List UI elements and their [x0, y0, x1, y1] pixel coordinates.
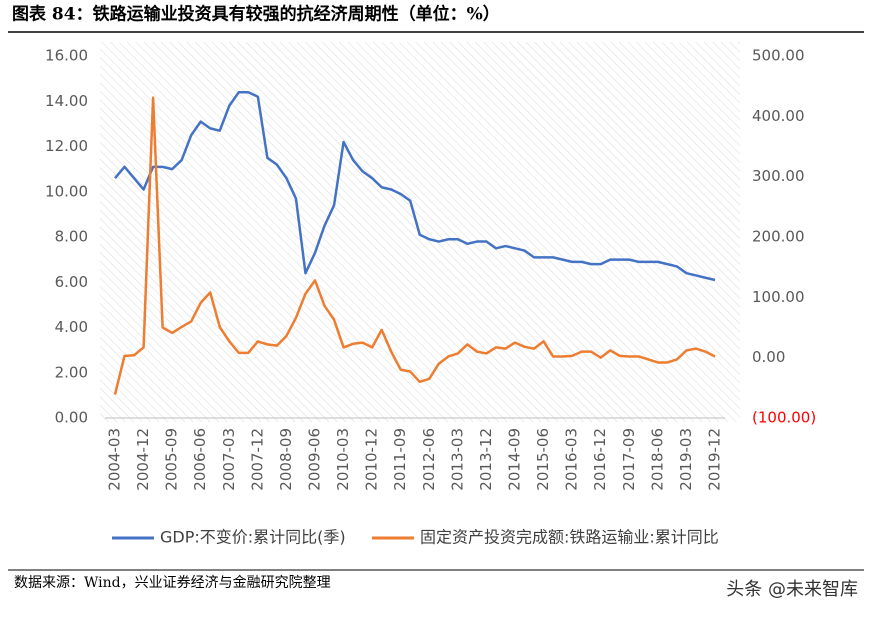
y-tick-label: 6.00 — [55, 273, 88, 291]
x-tick-label: 2019-03 — [677, 428, 695, 491]
y2-tick-label: 200.00 — [752, 228, 805, 246]
x-tick-label: 2007-03 — [220, 428, 238, 491]
x-tick-label: 2007-12 — [248, 428, 266, 491]
x-tick-label: 2016-12 — [591, 428, 609, 491]
x-tick-label: 2006-06 — [191, 428, 209, 491]
y-tick-label: 16.00 — [45, 47, 88, 65]
x-tick-label: 2010-12 — [363, 428, 381, 491]
chart-title: 图表 84：铁路运输业投资具有较强的抗经济周期性（单位：%） — [12, 4, 500, 25]
legend-label: 固定资产投资完成额:铁路运输业:累计同比 — [420, 528, 719, 547]
y2-tick-label: (100.00) — [752, 409, 816, 427]
x-tick-label: 2008-09 — [277, 428, 295, 491]
x-tick-label: 2004-12 — [134, 428, 152, 491]
x-tick-label: 2009-06 — [306, 428, 324, 491]
series-line — [114, 90, 716, 282]
y2-tick-label: 500.00 — [752, 47, 805, 65]
y-tick-label: 2.00 — [55, 363, 88, 381]
y-tick-label: 4.00 — [55, 318, 88, 336]
x-tick-label: 2005-09 — [163, 428, 181, 491]
x-tick-label: 2019-12 — [706, 428, 724, 491]
y2-tick-label: 100.00 — [752, 288, 805, 306]
y-tick-label: 12.00 — [45, 137, 88, 155]
series-line — [113, 96, 716, 395]
x-tick-label: 2010-03 — [334, 428, 352, 491]
y2-tick-label: 300.00 — [752, 167, 805, 185]
source: 数据来源：Wind，兴业证券经济与金融研究院整理 — [14, 575, 331, 591]
y-tick-label: 0.00 — [55, 409, 88, 427]
x-tick-label: 2013-03 — [448, 428, 466, 491]
x-tick-label: 2011-09 — [391, 428, 409, 491]
legend-label: GDP:不变价:累计同比(季) — [160, 528, 346, 547]
x-tick-label: 2015-06 — [534, 428, 552, 491]
x-tick-label: 2013-12 — [477, 428, 495, 491]
y-tick-label: 10.00 — [45, 182, 88, 200]
x-tick-label: 2018-06 — [648, 428, 666, 491]
y-tick-label: 8.00 — [55, 228, 88, 246]
x-tick-label: 2012-06 — [420, 428, 438, 491]
x-tick-label: 2014-09 — [506, 428, 524, 491]
x-tick-label: 2016-03 — [563, 428, 581, 491]
x-tick-label: 2004-03 — [106, 428, 124, 491]
watermark: 头条 @未来智库 — [726, 579, 858, 600]
y2-tick-label: 0.00 — [752, 348, 785, 366]
y2-tick-label: 400.00 — [752, 107, 805, 125]
x-tick-label: 2017-09 — [620, 428, 638, 491]
y-tick-label: 14.00 — [45, 92, 88, 110]
